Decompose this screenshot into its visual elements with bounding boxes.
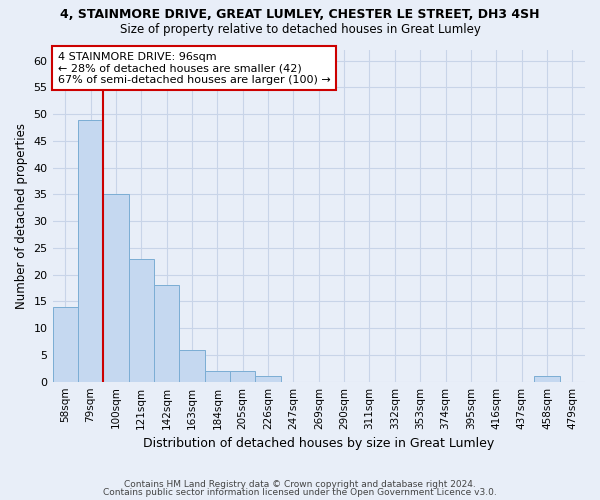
Bar <box>53 307 78 382</box>
Bar <box>534 376 560 382</box>
Bar <box>230 371 256 382</box>
Text: 4 STAINMORE DRIVE: 96sqm
← 28% of detached houses are smaller (42)
67% of semi-d: 4 STAINMORE DRIVE: 96sqm ← 28% of detach… <box>58 52 331 85</box>
X-axis label: Distribution of detached houses by size in Great Lumley: Distribution of detached houses by size … <box>143 437 494 450</box>
Text: Size of property relative to detached houses in Great Lumley: Size of property relative to detached ho… <box>119 22 481 36</box>
Bar <box>256 376 281 382</box>
Bar <box>103 194 128 382</box>
Text: Contains public sector information licensed under the Open Government Licence v3: Contains public sector information licen… <box>103 488 497 497</box>
Bar <box>179 350 205 382</box>
Bar <box>205 371 230 382</box>
Y-axis label: Number of detached properties: Number of detached properties <box>15 123 28 309</box>
Text: Contains HM Land Registry data © Crown copyright and database right 2024.: Contains HM Land Registry data © Crown c… <box>124 480 476 489</box>
Bar <box>154 286 179 382</box>
Text: 4, STAINMORE DRIVE, GREAT LUMLEY, CHESTER LE STREET, DH3 4SH: 4, STAINMORE DRIVE, GREAT LUMLEY, CHESTE… <box>60 8 540 20</box>
Bar <box>78 120 103 382</box>
Bar <box>128 258 154 382</box>
